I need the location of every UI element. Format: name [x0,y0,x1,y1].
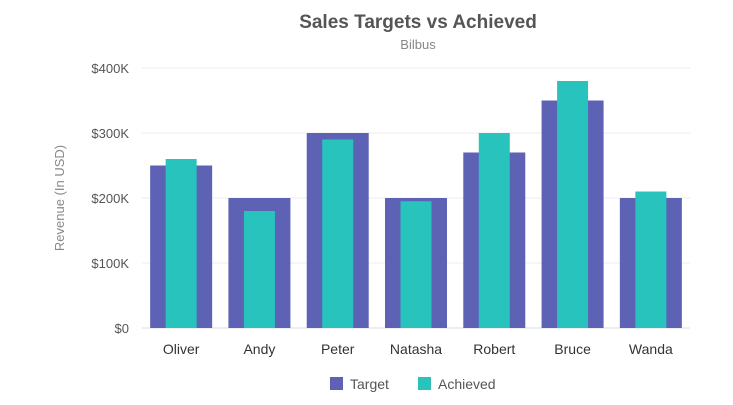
x-tick-label: Robert [473,341,515,357]
x-axis-ticks: Oliver Andy Peter Natasha Robert Bruce Wanda [163,341,673,357]
x-tick-label: Wanda [629,341,673,357]
bar-achieved-peter[interactable] [322,139,354,329]
chart-subtitle: Bilbus [400,37,436,52]
legend-swatch-achieved[interactable] [418,377,431,390]
x-tick-label: Natasha [390,341,442,357]
legend-label-target[interactable]: Target [350,376,389,392]
y-axis-ticks: $0 $100K $200K $300K $400K [91,61,129,336]
y-tick-label: $0 [115,321,129,336]
legend-label-achieved[interactable]: Achieved [438,376,496,392]
bars [150,81,682,328]
bar-achieved-oliver[interactable] [165,159,197,328]
x-tick-label: Oliver [163,341,200,357]
x-tick-label: Peter [321,341,355,357]
legend: Target Achieved [330,376,496,392]
x-tick-label: Andy [243,341,275,357]
legend-swatch-target[interactable] [330,377,343,390]
bar-achieved-natasha[interactable] [400,201,432,328]
y-tick-label: $200K [91,191,129,206]
x-tick-label: Bruce [554,341,591,357]
bar-achieved-bruce[interactable] [557,81,589,328]
bar-achieved-robert[interactable] [478,133,510,328]
bar-achieved-wanda[interactable] [635,191,667,329]
chart-title: Sales Targets vs Achieved [299,12,537,33]
y-tick-label: $100K [91,256,129,271]
y-tick-label: $400K [91,61,129,76]
y-tick-label: $300K [91,126,129,141]
y-axis-label: Revenue (In USD) [52,145,67,251]
bar-achieved-andy[interactable] [243,211,275,328]
